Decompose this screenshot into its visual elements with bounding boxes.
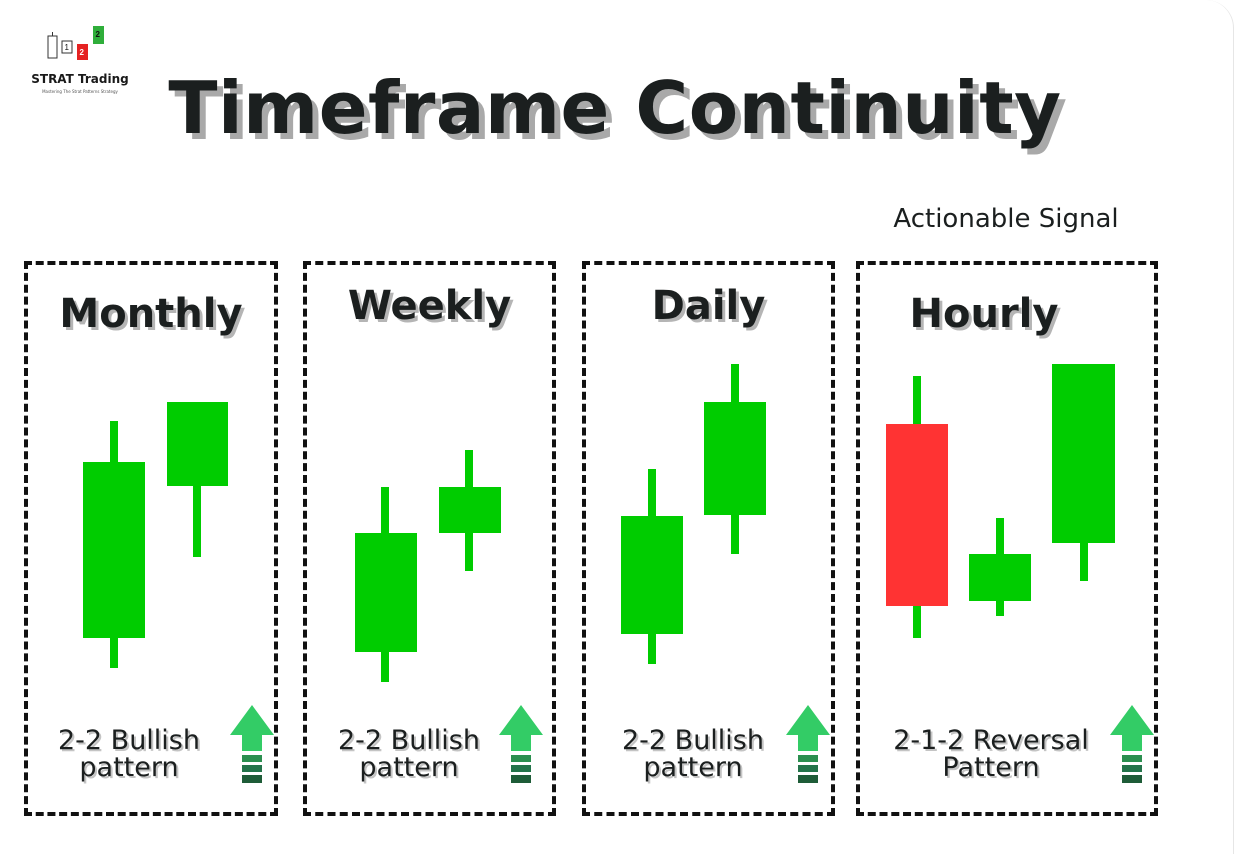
panel-hourly: Hourly 2-1-2 Reversal Pattern	[856, 261, 1158, 816]
candles-daily	[621, 364, 766, 664]
candle-body	[969, 554, 1031, 601]
candle-body	[886, 424, 948, 606]
caption-line2: pattern	[79, 752, 179, 783]
caption-daily: 2-2 Bullish pattern	[596, 727, 790, 781]
candle-body	[167, 402, 228, 486]
caption-line2: pattern	[359, 752, 459, 783]
svg-text:1: 1	[65, 43, 70, 52]
caption-line2: Pattern	[942, 752, 1040, 783]
page-title: Timeframe Continuity	[168, 66, 1062, 150]
candle-body	[439, 487, 501, 533]
candle-body	[83, 462, 145, 638]
candle-body	[704, 402, 766, 515]
bullish-arrow-icon	[1110, 705, 1154, 783]
panel-daily: Daily 2-2 Bullish pattern	[582, 261, 835, 816]
logo-candles-icon: 1 2 2	[47, 26, 104, 60]
panel-title-hourly: Hourly	[909, 291, 1059, 337]
panel-weekly: Weekly 2-2 Bullish pattern	[303, 261, 556, 816]
candle-body	[1052, 364, 1115, 543]
strat-trading-logo: 1 2 2 STRAT Trading Mastering The Strat …	[24, 22, 142, 102]
caption-line1: 2-2 Bullish	[337, 725, 480, 756]
caption-weekly: 2-2 Bullish pattern	[312, 727, 506, 781]
bullish-arrow-icon	[230, 705, 274, 783]
svg-text:2: 2	[96, 30, 101, 39]
caption-line1: 2-1-2 Reversal	[893, 725, 1089, 756]
candles-monthly	[83, 402, 228, 668]
panel-title-monthly: Monthly	[59, 291, 243, 337]
candles-weekly	[355, 450, 501, 682]
caption-line1: 2-2 Bullish	[621, 725, 764, 756]
caption-line1: 2-2 Bullish	[57, 725, 200, 756]
logo-name: STRAT Trading	[31, 72, 129, 86]
panel-title-weekly: Weekly	[347, 283, 512, 329]
candle-body	[621, 516, 683, 634]
candles-hourly	[886, 364, 1115, 638]
logo-tagline: Mastering The Strat Patterns Strategy	[42, 89, 118, 94]
caption-monthly: 2-2 Bullish pattern	[32, 727, 226, 781]
candle-body	[355, 533, 417, 652]
panel-title-daily: Daily	[651, 283, 766, 329]
actionable-signal-label: Actionable Signal	[893, 204, 1119, 234]
svg-text:2: 2	[80, 48, 85, 57]
panel-monthly: Monthly 2-2 Bullish pattern	[24, 261, 278, 816]
bullish-arrow-icon	[499, 705, 543, 783]
caption-hourly: 2-1-2 Reversal Pattern	[878, 727, 1104, 781]
bullish-arrow-icon	[786, 705, 830, 783]
caption-line2: pattern	[643, 752, 743, 783]
